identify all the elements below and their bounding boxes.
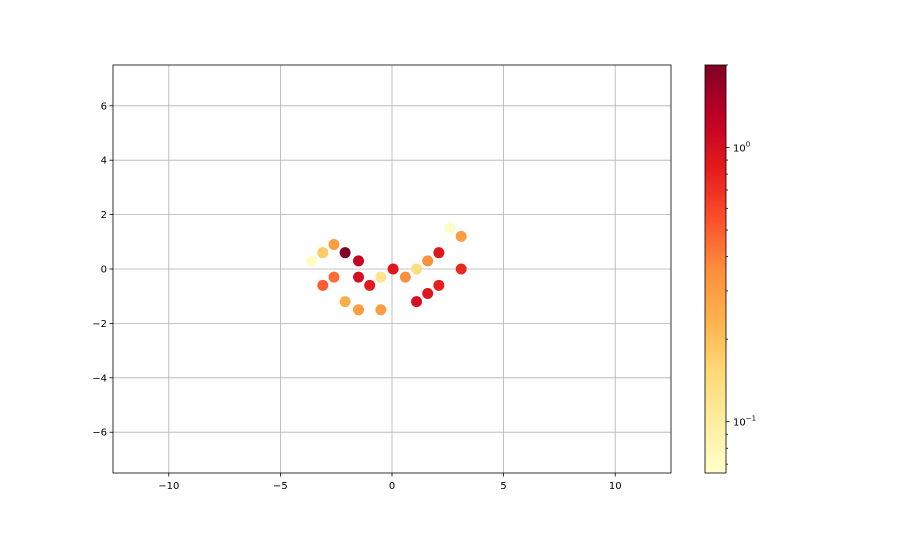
y-tick-label: 6 — [101, 101, 107, 112]
scatter-point — [317, 279, 329, 291]
scatter-point — [306, 255, 318, 267]
scatter-point — [455, 230, 467, 242]
colorbar-frame — [704, 64, 727, 474]
scatter-point — [444, 222, 456, 234]
axis-ticks: −10 −5 0 5 10 −6 −4 −2 0 2 4 6 — [92, 101, 621, 492]
x-tick-label: 0 — [389, 481, 395, 492]
y-tick-label: −4 — [92, 373, 107, 384]
y-tick-label: −2 — [92, 319, 107, 330]
scatter-point — [353, 271, 365, 283]
y-tick-label: 4 — [101, 156, 107, 167]
scatter-point — [422, 255, 434, 267]
colorbar-tick-label: 100 — [733, 141, 750, 155]
data-points — [306, 222, 467, 316]
y-tick-label: −6 — [92, 428, 107, 439]
x-tick-label: 5 — [500, 481, 506, 492]
scatter-point — [455, 263, 467, 275]
colorbar-tick-label: 10−1 — [733, 415, 756, 429]
scatter-point — [433, 279, 445, 291]
y-tick-label: 0 — [101, 265, 107, 276]
scatter-point — [399, 271, 411, 283]
scatter-point — [433, 247, 445, 259]
scatter-point — [411, 263, 423, 275]
x-tick-label: −10 — [158, 481, 179, 492]
scatter-point — [328, 271, 340, 283]
colorbar-gradient — [705, 65, 726, 473]
scatter-point — [387, 263, 399, 275]
scatter-point — [422, 287, 434, 299]
y-tick-label: 2 — [101, 210, 107, 221]
scatter-point — [328, 239, 340, 251]
scatter-point — [375, 304, 387, 316]
x-tick-label: 10 — [609, 481, 622, 492]
scatter-point — [353, 304, 365, 316]
scatter-point — [317, 247, 329, 259]
scatter-point — [339, 247, 351, 259]
x-tick-label: −5 — [273, 481, 288, 492]
scatter-point — [375, 271, 387, 283]
scatter-point — [364, 279, 376, 291]
scatter-point — [411, 296, 423, 308]
scatter-point — [353, 255, 365, 267]
scatter-point — [339, 296, 351, 308]
colorbar: 100 10−1 — [704, 64, 756, 474]
